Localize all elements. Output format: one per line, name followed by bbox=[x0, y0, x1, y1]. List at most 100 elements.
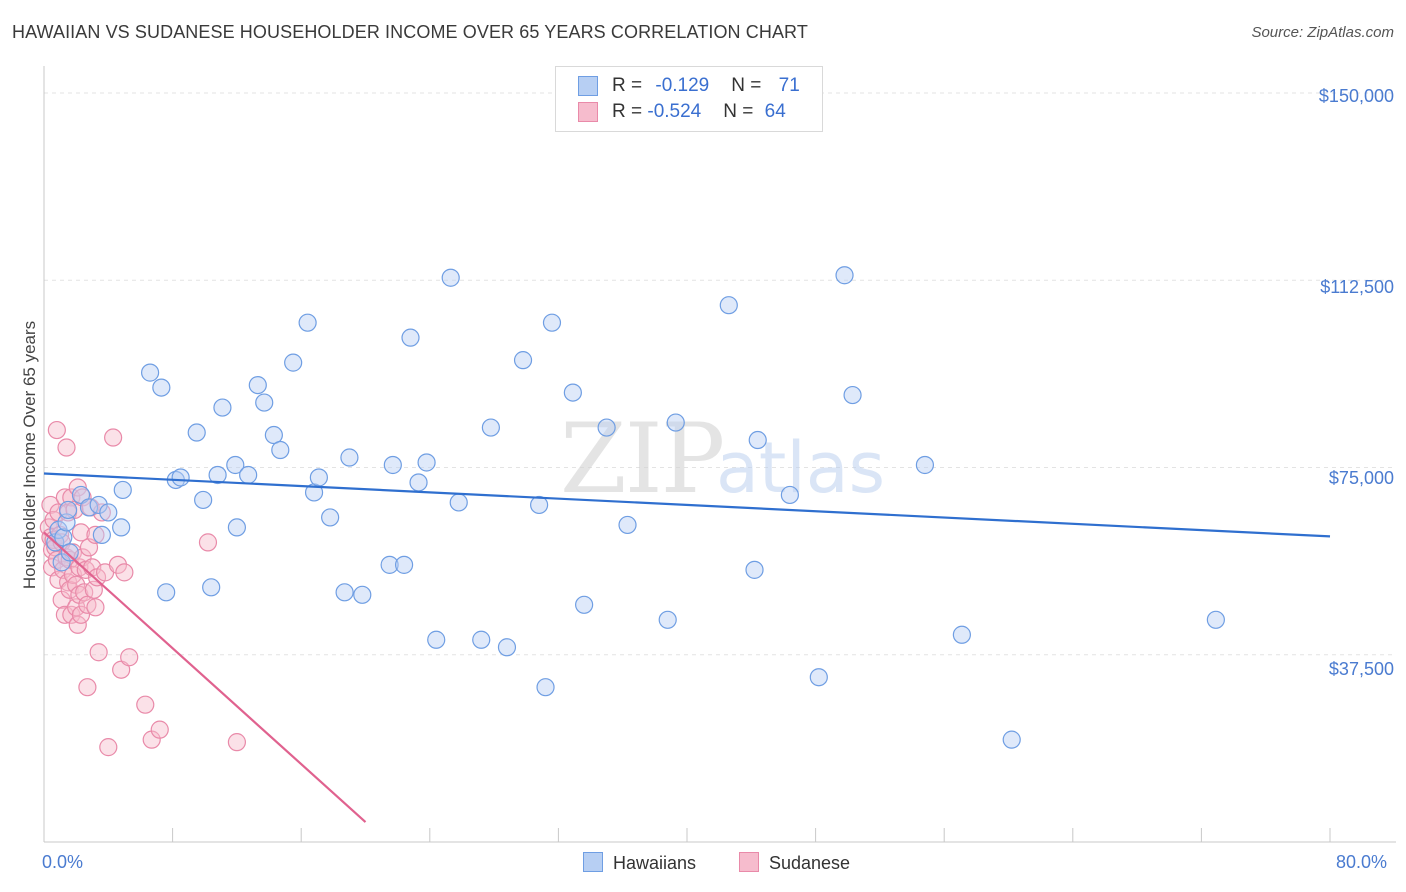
hawaiians-point bbox=[140, 363, 160, 382]
sudanese-point bbox=[108, 555, 128, 574]
hawaiians-point bbox=[92, 525, 111, 545]
hawaiians-point bbox=[89, 495, 108, 515]
sudanese-trend-line bbox=[43, 531, 367, 823]
hawaiians-point bbox=[666, 413, 685, 432]
y-tick-label-112500: $112,500 bbox=[1320, 277, 1394, 297]
hawaiians-point bbox=[113, 480, 132, 500]
hawaiians-point bbox=[255, 393, 274, 412]
hawaiians-point bbox=[530, 495, 549, 515]
svg-text:atlas: atlas bbox=[716, 427, 885, 509]
hawaiians-point bbox=[157, 583, 176, 602]
hawaiians-point bbox=[449, 493, 468, 512]
hawaiians-point bbox=[353, 585, 372, 604]
hawaiians-point bbox=[321, 508, 340, 527]
hawaiians-point bbox=[208, 465, 227, 485]
hawaiians-point bbox=[187, 423, 206, 442]
hawaiians-point bbox=[309, 468, 328, 487]
hawaiians-point bbox=[226, 455, 245, 475]
hawaiians-point bbox=[227, 518, 246, 537]
sudanese-point bbox=[86, 598, 105, 617]
hawaiians-point bbox=[152, 378, 171, 397]
hawaiians-point bbox=[745, 560, 764, 579]
legend-r-label: R = bbox=[612, 75, 648, 96]
sudanese-series bbox=[39, 420, 246, 757]
sudanese-swatch bbox=[578, 101, 598, 122]
hawaiians-point bbox=[780, 485, 799, 505]
sudanese-legend-swatch bbox=[739, 852, 759, 872]
hawaiians-point bbox=[952, 625, 971, 644]
hawaiians-swatch bbox=[578, 75, 598, 96]
sudanese-point bbox=[57, 438, 76, 457]
sudanese-point bbox=[120, 648, 139, 667]
stats-legend: R = -0.129 N = 71 R = -0.524 N = 64 bbox=[555, 66, 823, 132]
hawaiians-point bbox=[835, 266, 854, 285]
hawaiians-point bbox=[536, 678, 555, 697]
x-tick-label-max: 80.0% bbox=[1336, 852, 1388, 872]
hawaiians-legend-swatch bbox=[583, 852, 603, 872]
hawaiians-point bbox=[264, 425, 283, 445]
hawaiians-point bbox=[394, 555, 414, 574]
y-tick-label-37500: $37,500 bbox=[1328, 659, 1394, 679]
hawaiians-point bbox=[383, 455, 402, 475]
hawaiians-point bbox=[542, 313, 562, 332]
legend-item-sudanese: Sudanese bbox=[739, 852, 850, 874]
y-tick-label-75000: $75,000 bbox=[1328, 468, 1394, 488]
sudanese-point bbox=[89, 643, 108, 662]
hawaiians-trend-line bbox=[43, 472, 1331, 538]
legend-n-label: N = bbox=[723, 101, 759, 122]
chart-title: HAWAIIAN VS SUDANESE HOUSEHOLDER INCOME … bbox=[12, 22, 808, 42]
watermark: ZIP atlas bbox=[560, 403, 885, 515]
hawaiians-point bbox=[1206, 610, 1225, 629]
sudanese-legend-label: Sudanese bbox=[769, 853, 851, 873]
hawaiians-point bbox=[719, 296, 738, 315]
trend-lines bbox=[43, 472, 1331, 823]
hawaiians-point bbox=[658, 610, 677, 629]
hawaiians-point bbox=[340, 448, 359, 467]
hawaiians-point bbox=[481, 418, 500, 437]
hawaiians-point bbox=[202, 578, 221, 597]
sudanese-point bbox=[78, 678, 97, 697]
hawaiians-point bbox=[497, 638, 517, 657]
hawaiians-point bbox=[213, 398, 232, 417]
sudanese-point bbox=[150, 720, 169, 739]
y-axis-label: Householder Income Over 65 years bbox=[20, 320, 39, 590]
legend-r-label: R = bbox=[612, 101, 648, 122]
hawaiians-point bbox=[843, 385, 862, 405]
axes bbox=[43, 66, 1396, 843]
hawaiians-point bbox=[563, 383, 582, 402]
legend-item-hawaiians: Hawaiians bbox=[583, 852, 696, 874]
hawaiians-point bbox=[575, 595, 594, 614]
hawaiians-point bbox=[441, 268, 460, 287]
source-label: Source: ZipAtlas.com bbox=[1251, 24, 1394, 41]
hawaiians-point bbox=[513, 351, 533, 370]
hawaiians-point bbox=[59, 500, 78, 520]
hawaiians-point bbox=[284, 353, 303, 372]
hawaiians-point bbox=[99, 503, 118, 522]
sudanese-point bbox=[136, 695, 155, 714]
legend-r-value: -0.129 bbox=[655, 75, 710, 96]
sudanese-point bbox=[104, 428, 123, 447]
hawaiians-point bbox=[298, 313, 317, 332]
hawaiians-point bbox=[194, 490, 213, 510]
sudanese-point bbox=[99, 738, 118, 757]
hawaiians-point bbox=[60, 543, 79, 562]
hawaiians-point bbox=[618, 515, 637, 535]
sudanese-point bbox=[86, 525, 105, 545]
sudanese-point bbox=[198, 533, 218, 552]
sudanese-point bbox=[227, 733, 246, 752]
hawaiians-point bbox=[112, 518, 131, 537]
hawaiians-legend-label: Hawaiians bbox=[613, 853, 697, 873]
y-tick-label-150000: $150,000 bbox=[1318, 86, 1394, 106]
hawaiians-point bbox=[171, 468, 190, 487]
hawaiians-point bbox=[401, 328, 420, 347]
hawaiians-point bbox=[1002, 730, 1021, 749]
hawaiians-point bbox=[417, 453, 436, 472]
hawaiians-point bbox=[248, 375, 267, 395]
hawaiians-point bbox=[809, 668, 828, 687]
hawaiians-point bbox=[915, 455, 935, 475]
hawaiians-point bbox=[427, 630, 446, 649]
legend-row-hawaiians: R = -0.129 N = 71 bbox=[578, 75, 800, 99]
sudanese-point bbox=[71, 605, 91, 624]
sudanese-point bbox=[115, 563, 134, 582]
